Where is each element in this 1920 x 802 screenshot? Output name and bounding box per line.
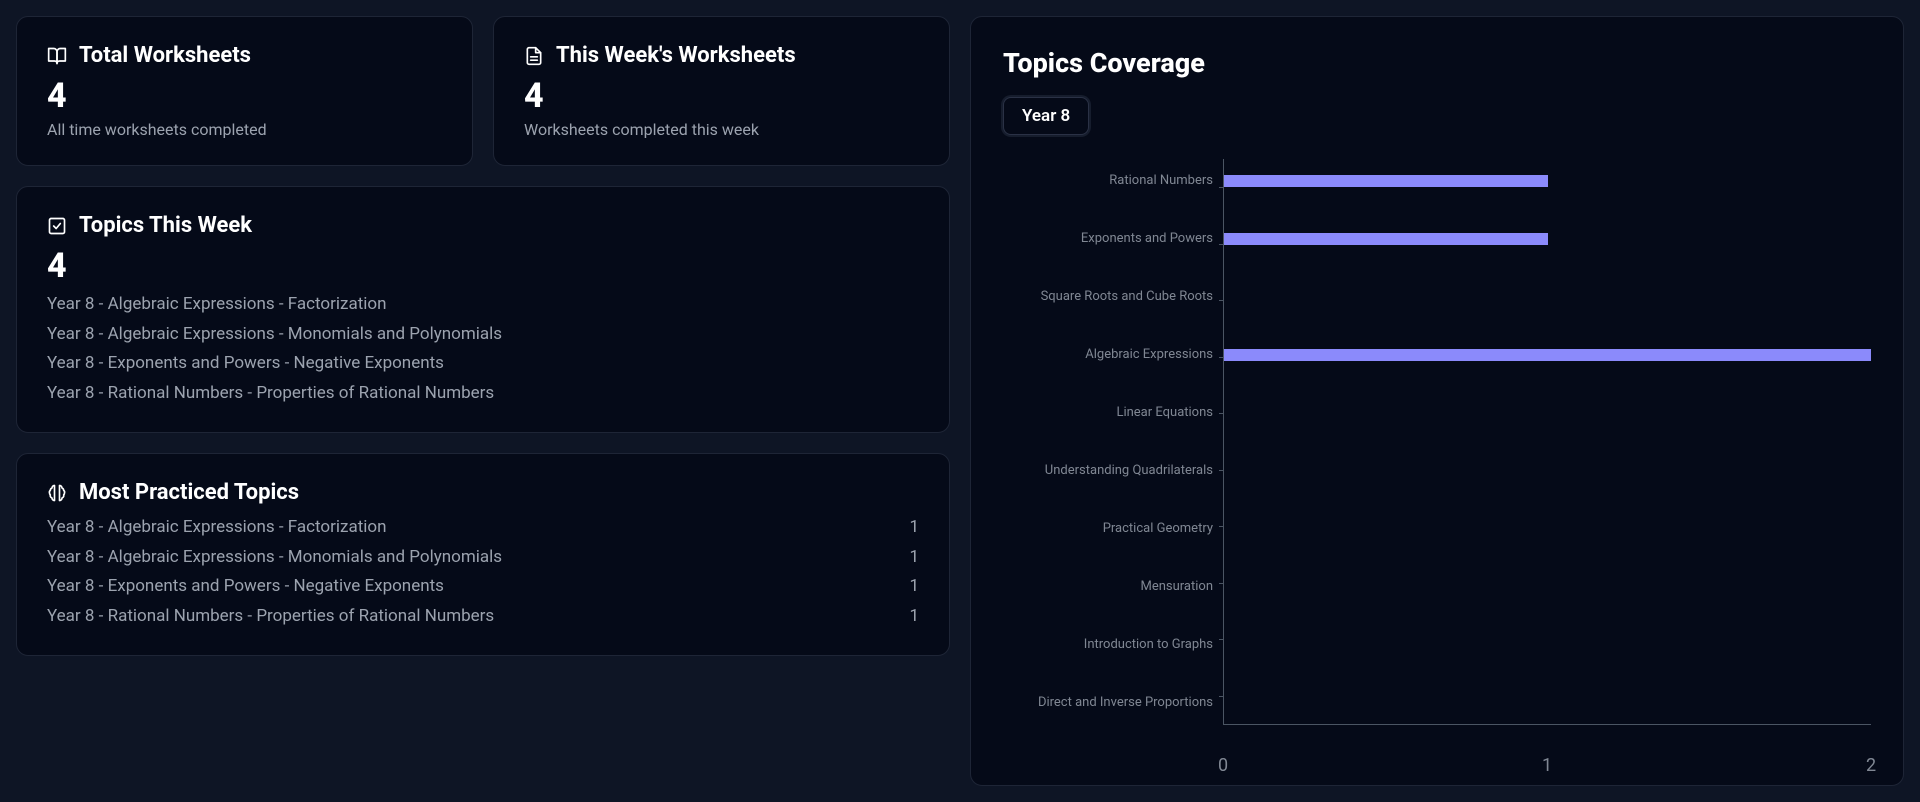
- checklist-icon: [47, 216, 67, 236]
- card-subtitle: All time worksheets completed: [47, 120, 442, 139]
- bar: [1224, 175, 1548, 187]
- bar-slot: [1224, 564, 1871, 608]
- bar-slot: [1224, 506, 1871, 550]
- y-axis-label: Practical Geometry: [1103, 507, 1213, 551]
- table-row: Year 8 - Exponents and Powers - Negative…: [47, 574, 919, 600]
- coverage-chart: Rational Numbers Exponents and Powers Squa…: [1003, 155, 1871, 755]
- card-week-worksheets: This Week's Worksheets 4 Worksheets comp…: [493, 16, 950, 166]
- card-topics-coverage: Topics Coverage Year 8 Rational Numbers E…: [970, 16, 1904, 786]
- bar-slot: [1224, 333, 1871, 377]
- list-item: Year 8 - Exponents and Powers - Negative…: [47, 351, 919, 377]
- brain-icon: [47, 483, 67, 503]
- topics-week-list: Year 8 - Algebraic Expressions - Factori…: [47, 292, 919, 406]
- row-count: 1: [909, 604, 919, 630]
- row-label: Year 8 - Rational Numbers - Properties o…: [47, 604, 494, 630]
- card-title: Topics This Week: [79, 213, 252, 238]
- table-row: Year 8 - Rational Numbers - Properties o…: [47, 604, 919, 630]
- bar-slot: [1224, 217, 1871, 261]
- y-axis-label: Direct and Inverse Proportions: [1038, 681, 1213, 725]
- row-label: Year 8 - Exponents and Powers - Negative…: [47, 574, 444, 600]
- card-title: This Week's Worksheets: [556, 43, 796, 68]
- card-most-practiced: Most Practiced Topics Year 8 - Algebraic…: [16, 453, 950, 656]
- card-topics-this-week: Topics This Week 4 Year 8 - Algebraic Ex…: [16, 186, 950, 433]
- bar-slot: [1224, 622, 1871, 666]
- card-title: Most Practiced Topics: [79, 480, 299, 505]
- list-item: Year 8 - Algebraic Expressions - Factori…: [47, 292, 919, 318]
- table-row: Year 8 - Algebraic Expressions - Monomia…: [47, 545, 919, 571]
- bar-slot: [1224, 391, 1871, 435]
- list-item: Year 8 - Algebraic Expressions - Monomia…: [47, 322, 919, 348]
- y-axis-label: Square Roots and Cube Roots: [1041, 275, 1213, 319]
- bar-slot: [1224, 275, 1871, 319]
- bar: [1224, 349, 1871, 361]
- book-icon: [47, 46, 67, 66]
- row-count: 1: [909, 545, 919, 571]
- y-axis-label: Introduction to Graphs: [1084, 623, 1213, 667]
- row-count: 1: [909, 515, 919, 541]
- card-value: 4: [524, 76, 919, 116]
- table-row: Year 8 - Algebraic Expressions - Factori…: [47, 515, 919, 541]
- card-value: 4: [47, 246, 919, 286]
- list-item: Year 8 - Rational Numbers - Properties o…: [47, 381, 919, 407]
- file-icon: [524, 46, 544, 66]
- card-subtitle: Worksheets completed this week: [524, 120, 919, 139]
- y-axis-label: Exponents and Powers: [1081, 217, 1213, 261]
- y-axis-label: Rational Numbers: [1109, 159, 1213, 203]
- bar-slot: [1224, 448, 1871, 492]
- card-total-worksheets: Total Worksheets 4 All time worksheets c…: [16, 16, 473, 166]
- bar-slot: [1224, 159, 1871, 203]
- row-label: Year 8 - Algebraic Expressions - Monomia…: [47, 545, 502, 571]
- card-value: 4: [47, 76, 442, 116]
- most-practiced-list: Year 8 - Algebraic Expressions - Factori…: [47, 515, 919, 629]
- y-axis-label: Algebraic Expressions: [1085, 333, 1213, 377]
- x-axis-tick: 1: [1542, 755, 1552, 776]
- bar: [1224, 233, 1548, 245]
- chart-bars: [1224, 159, 1871, 724]
- coverage-title: Topics Coverage: [1003, 47, 1871, 79]
- y-axis-label: Mensuration: [1140, 565, 1213, 609]
- bar-slot: [1224, 680, 1871, 724]
- chart-plot-area: [1223, 159, 1871, 725]
- card-title: Total Worksheets: [79, 43, 251, 68]
- row-count: 1: [909, 574, 919, 600]
- year-filter-button[interactable]: Year 8: [1003, 97, 1089, 135]
- chart-y-labels: Rational Numbers Exponents and Powers Squa…: [1003, 155, 1223, 755]
- y-axis-label: Linear Equations: [1116, 391, 1213, 435]
- x-axis-tick: 2: [1866, 755, 1876, 776]
- x-axis-tick: 0: [1218, 755, 1228, 776]
- row-label: Year 8 - Algebraic Expressions - Factori…: [47, 515, 387, 541]
- y-axis-label: Understanding Quadrilaterals: [1045, 449, 1213, 493]
